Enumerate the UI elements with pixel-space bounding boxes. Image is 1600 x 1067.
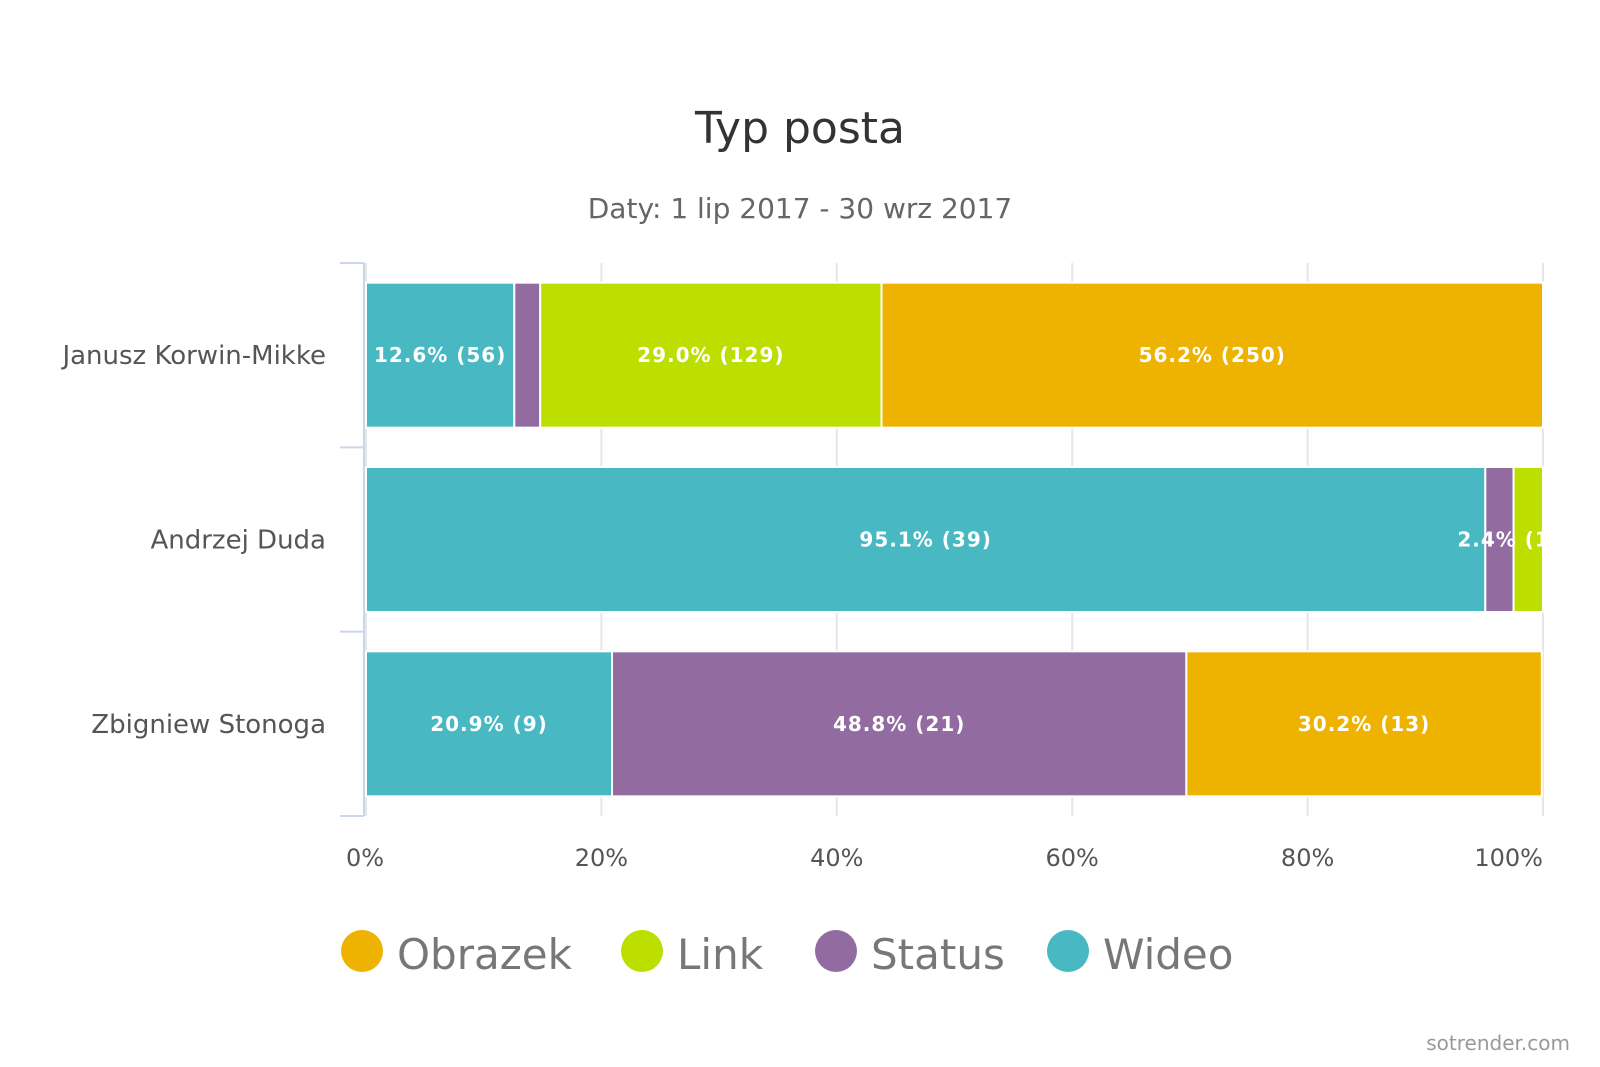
legend-marker-link[interactable] — [621, 930, 663, 972]
bar-wideo-zbigniew-stonoga[interactable] — [365, 650, 613, 798]
legend-marker-obrazek[interactable] — [341, 930, 383, 972]
x-tick-label: 80% — [1281, 844, 1334, 872]
data-labels: 12.6% (56) 29.0% (129) 56.2% (250) 95.1% (3… — [374, 343, 1550, 736]
legend-label-status[interactable]: Status — [871, 930, 1005, 979]
axes: 0% 20% 40% 60% 80% 100% Janusz Korwin-Mikke And… — [60, 262, 1543, 872]
legend-label-link[interactable]: Link — [677, 930, 764, 979]
bar-status-zbigniew-stonoga[interactable] — [610, 650, 1188, 798]
data-label-wideo: 12.6% (56) — [374, 343, 506, 367]
bar-obrazek-zbigniew-stonoga[interactable] — [1185, 650, 1543, 798]
data-label-wideo: 20.9% (9) — [430, 712, 548, 736]
category-label: Zbigniew Stonoga — [91, 710, 326, 740]
x-tick-label: 0% — [346, 844, 384, 872]
data-label-wideo: 95.1% (39) — [859, 528, 991, 552]
legend[interactable]: Obrazek Link Status Wideo — [341, 930, 1233, 979]
x-tick-label: 20% — [575, 844, 628, 872]
data-label-obrazek: 56.2% (250) — [1139, 343, 1286, 367]
credit-text: sotrender.com — [1426, 1031, 1570, 1055]
data-label-status: 48.8% (21) — [833, 712, 965, 736]
bar-status-janusz-korwin-mikke[interactable] — [513, 281, 542, 429]
chart-subtitle: Daty: 1 lip 2017 - 30 wrz 2017 — [588, 192, 1012, 225]
data-label-status: 2.4% (1 — [1457, 528, 1550, 552]
legend-marker-status[interactable] — [815, 930, 857, 972]
chart-title: Typ posta — [694, 103, 905, 154]
legend-label-obrazek[interactable]: Obrazek — [397, 930, 573, 979]
bar-link-andrzej-duda[interactable] — [1512, 466, 1544, 613]
bar-wideo-andrzej-duda[interactable] — [365, 466, 1487, 613]
bars — [365, 281, 1544, 798]
x-tick-label: 60% — [1046, 844, 1099, 872]
category-label: Andrzej Duda — [150, 526, 326, 556]
category-label: Janusz Korwin-Mikke — [60, 341, 326, 371]
bar-status-andrzej-duda[interactable] — [1484, 466, 1515, 613]
bar-obrazek-janusz-korwin-mikke[interactable] — [880, 281, 1544, 429]
legend-label-wideo[interactable]: Wideo — [1103, 930, 1233, 979]
bar-wideo-janusz-korwin-mikke[interactable] — [365, 281, 516, 429]
data-label-link: 29.0% (129) — [637, 343, 784, 367]
x-tick-label: 100% — [1474, 844, 1543, 872]
data-label-obrazek: 30.2% (13) — [1298, 712, 1430, 736]
x-tick-label: 40% — [810, 844, 863, 872]
bar-link-janusz-korwin-mikke[interactable] — [539, 281, 883, 429]
legend-marker-wideo[interactable] — [1047, 930, 1089, 972]
